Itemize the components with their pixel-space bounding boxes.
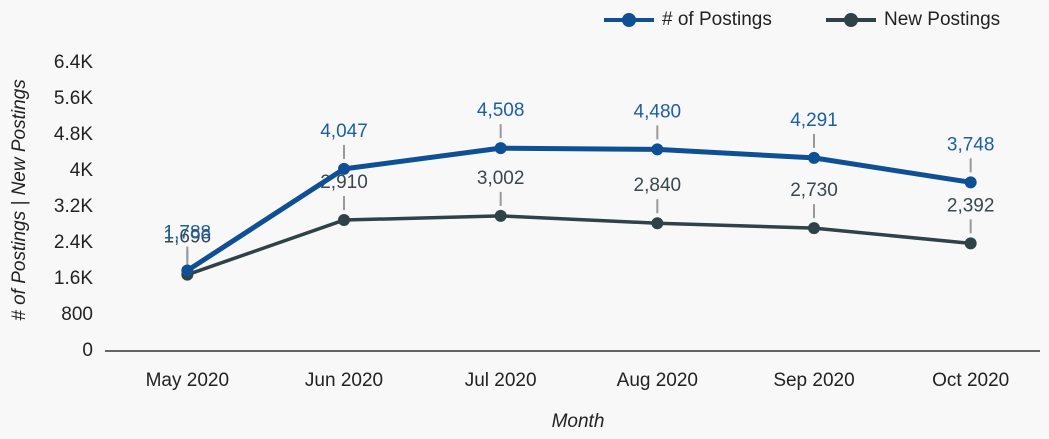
legend-marker [622, 13, 636, 27]
data-point [494, 209, 507, 222]
data-label: 2,392 [947, 195, 995, 216]
y-tick-label: 4.8K [54, 124, 93, 145]
data-label: 4,508 [477, 100, 525, 121]
data-point [651, 217, 664, 230]
data-point [808, 222, 820, 235]
data-label: 4,047 [320, 121, 368, 142]
y-axis-label: # of Postings | New Postings [9, 79, 30, 321]
data-point [964, 237, 977, 250]
y-tick-label: 5.6K [54, 88, 93, 109]
y-tick-label: 800 [61, 304, 93, 325]
y-tick-label: 6.4K [54, 52, 93, 73]
x-tick-label: Oct 2020 [932, 370, 1009, 391]
y-tick-label: 2.4K [54, 232, 93, 253]
y-tick-label: 3.2K [54, 196, 93, 217]
data-point [338, 162, 350, 175]
data-label: 2,730 [790, 180, 838, 201]
data-point [181, 264, 194, 277]
legend-label: New Postings [884, 9, 1000, 30]
y-tick-label: 1.6K [54, 268, 93, 289]
data-point [651, 143, 664, 156]
legend-label: # of Postings [662, 9, 772, 30]
data-point [338, 214, 350, 227]
x-tick-label: Aug 2020 [617, 370, 698, 391]
data-label: 4,291 [790, 110, 838, 131]
data-label: 1,788 [164, 223, 212, 244]
data-point [808, 151, 820, 164]
x-tick-label: Sep 2020 [773, 370, 854, 391]
x-axis-label: Month [552, 411, 605, 432]
x-tick-label: May 2020 [146, 370, 229, 391]
x-tick-label: Jul 2020 [465, 370, 537, 391]
series-line [186, 214, 971, 277]
data-point [494, 142, 507, 155]
legend-marker [844, 13, 858, 27]
x-tick-label: Jun 2020 [305, 370, 383, 391]
data-point [964, 176, 977, 189]
data-label: 3,002 [477, 168, 525, 189]
data-label: 2,840 [634, 175, 682, 196]
data-label: 1,696 [164, 227, 212, 248]
data-label: 3,748 [947, 134, 995, 155]
data-label: 4,480 [634, 101, 682, 122]
series-line [185, 145, 972, 273]
y-tick-label: 0 [82, 340, 93, 361]
y-tick-label: 4K [70, 160, 94, 181]
